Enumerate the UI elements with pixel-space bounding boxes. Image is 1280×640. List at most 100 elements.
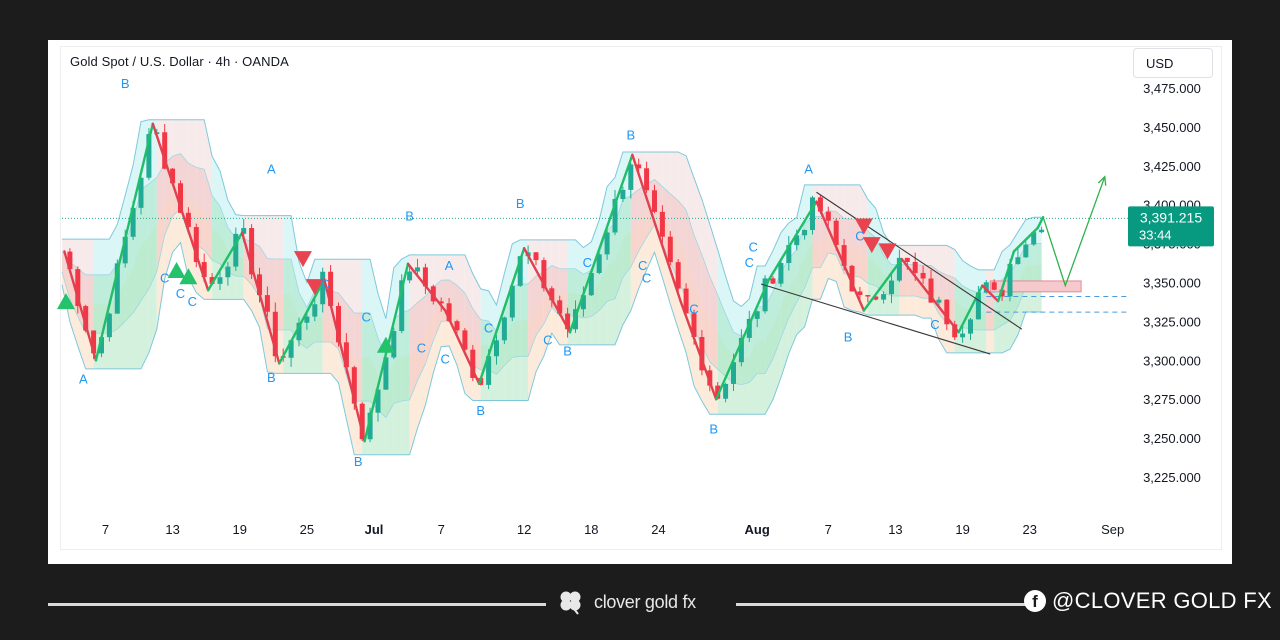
candle-body <box>1015 257 1021 264</box>
inner-band-segment <box>954 277 963 328</box>
y-tick-label: 3,475.000 <box>1143 81 1201 96</box>
candle-body <box>541 260 547 289</box>
zigzag-up-leg <box>767 200 818 281</box>
candle-body <box>604 232 610 255</box>
candle-body <box>304 316 310 323</box>
candle-body <box>391 331 397 358</box>
candle-body <box>746 318 752 338</box>
candle-body <box>272 311 278 357</box>
candle-body <box>264 295 270 312</box>
candle-body <box>351 367 357 404</box>
candle-body <box>802 229 808 236</box>
inner-band-segment <box>93 274 102 334</box>
candle-body <box>762 278 768 312</box>
inner-band-segment <box>212 195 220 265</box>
inner-band-segment <box>709 276 718 370</box>
candle-body <box>952 324 958 338</box>
wave-label: B <box>405 208 414 223</box>
candle-body <box>960 333 966 338</box>
candle-body <box>723 383 729 399</box>
y-axis: 3,225.000 3,250.000 3,275.000 3,300.000 3,32… <box>1143 81 1201 485</box>
inner-band-segment <box>773 272 781 359</box>
envelope-zones <box>61 119 1082 456</box>
y-tick-label: 3,350.000 <box>1143 276 1201 291</box>
candle-body <box>612 199 618 233</box>
inner-band-segment <box>520 284 529 357</box>
candle-body <box>383 357 389 390</box>
candle-body <box>130 207 136 237</box>
y-tick-label: 3,275.000 <box>1143 392 1201 407</box>
zigzag-down-leg <box>240 231 281 365</box>
zigzag-down-leg <box>679 299 718 401</box>
candle-body <box>620 189 626 200</box>
zigzag-up-leg <box>1036 215 1045 230</box>
candle-body <box>494 340 499 357</box>
buy-signal-triangle <box>56 293 75 310</box>
candle-body <box>249 228 255 275</box>
candle-body <box>170 168 176 184</box>
candle-body <box>501 317 507 341</box>
price-badge: 3,391.215 33:44 <box>1128 206 1214 247</box>
candle-body <box>462 330 468 350</box>
inner-band-segment <box>986 292 995 331</box>
wave-label: B <box>709 421 718 436</box>
x-tick-label: 13 <box>165 522 179 537</box>
inner-band-segment <box>717 294 726 377</box>
zigzag-up-leg <box>568 153 634 334</box>
x-tick-label: 12 <box>517 522 531 537</box>
currency-button[interactable]: USD <box>1133 48 1213 78</box>
x-tick-label: Aug <box>745 522 770 537</box>
candle-body <box>359 403 365 440</box>
facebook-icon: f <box>1024 590 1046 612</box>
candle-body <box>549 288 555 301</box>
candle-body <box>936 299 942 303</box>
inner-band-segment <box>622 195 631 278</box>
candle-body <box>865 295 871 297</box>
candle-body <box>667 236 673 263</box>
candle-body <box>810 197 815 230</box>
wave-label: A <box>267 162 276 177</box>
zigzag-up-leg <box>206 231 244 292</box>
candle-body <box>881 294 887 300</box>
candle-body <box>652 190 657 212</box>
inner-band-segment <box>156 163 165 272</box>
wave-label: C <box>361 309 370 324</box>
inner-band-segment <box>204 169 213 261</box>
zigzag-down-leg <box>900 257 960 334</box>
candle-body <box>296 322 302 341</box>
sell-signal-triangle <box>854 218 873 235</box>
band-lower-line <box>61 241 1042 456</box>
x-tick-label: 7 <box>438 522 445 537</box>
zigzag-up-leg <box>94 122 155 362</box>
inner-band-segment <box>630 189 639 268</box>
wave-label: B <box>267 370 276 385</box>
candle-body <box>928 278 934 303</box>
candle-body <box>794 235 800 246</box>
candle-body <box>407 271 413 281</box>
candle-body <box>707 370 713 386</box>
inner-band-segment <box>409 302 418 400</box>
candle-body <box>889 280 894 295</box>
wedge-trendline <box>760 283 991 355</box>
wave-label: C <box>642 271 651 286</box>
inner-band-segment <box>425 287 434 364</box>
y-tick-label: 3,300.000 <box>1143 353 1201 368</box>
candle-body <box>691 313 697 338</box>
y-tick-label: 3,450.000 <box>1143 120 1201 135</box>
footer-divider-left <box>48 603 546 606</box>
wave-label: A <box>804 162 813 177</box>
candle-body <box>1039 229 1045 233</box>
social-handle[interactable]: f @CLOVER GOLD FX <box>1024 588 1272 614</box>
zigzag-waves <box>63 122 1045 443</box>
inner-band-segment <box>283 258 292 330</box>
candle-body <box>415 267 420 272</box>
zigzag-down-leg <box>522 247 572 334</box>
zigzag-up-leg <box>477 247 526 385</box>
wave-label: C <box>749 239 758 254</box>
candle-body <box>336 305 341 343</box>
zigzag-up-leg <box>714 278 771 401</box>
candle-body <box>825 211 831 221</box>
buy-signal-triangle <box>376 336 395 353</box>
wave-label: C <box>484 320 493 335</box>
